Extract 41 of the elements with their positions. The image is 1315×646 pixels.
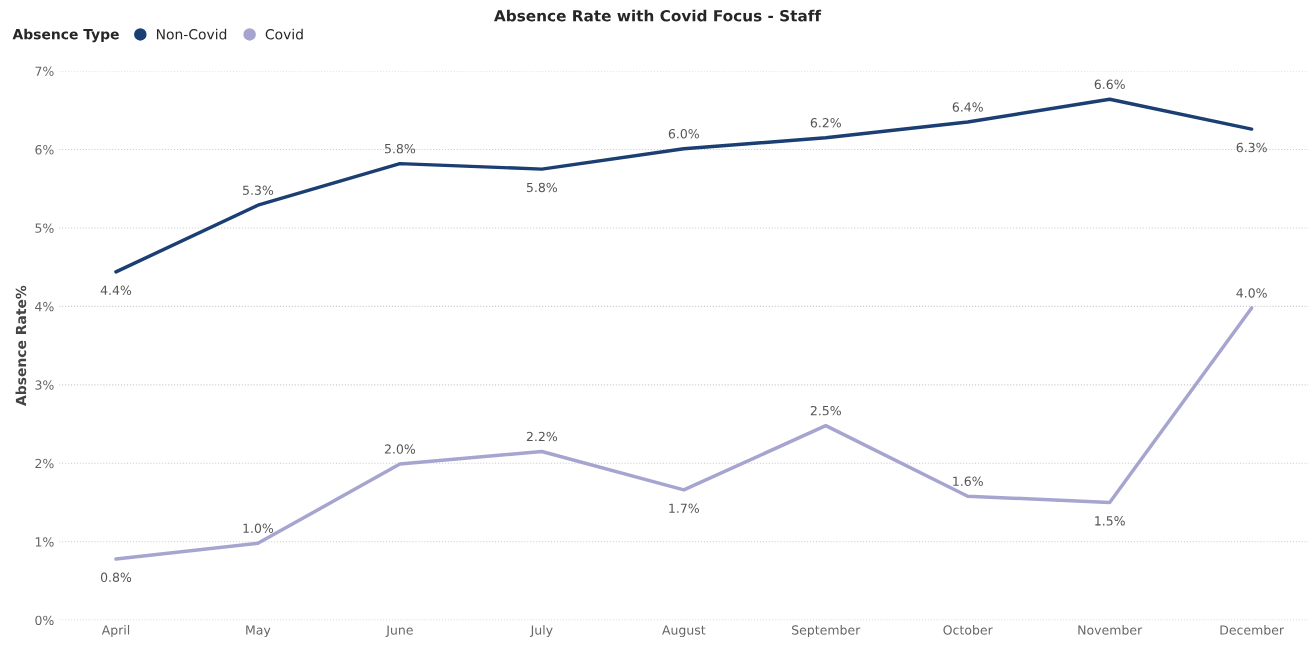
data-label: 6.2% xyxy=(810,118,841,128)
legend-label: Covid xyxy=(265,28,303,40)
data-label: 6.3% xyxy=(1236,142,1267,153)
y-axis-title: Absence Rate% xyxy=(15,285,27,406)
y-tick-label: 5% xyxy=(35,223,54,233)
data-label: 5.8% xyxy=(384,143,416,154)
chart-title: Absence Rate with Covid Focus - Staff xyxy=(494,9,822,22)
x-tick-label: August xyxy=(662,625,706,638)
data-label: 0.8% xyxy=(100,572,132,583)
data-label: 4.0% xyxy=(1236,288,1267,298)
x-tick-label: November xyxy=(1078,625,1143,635)
data-label: 1.5% xyxy=(1095,516,1125,526)
y-tick-label: 7% xyxy=(35,66,54,76)
legend-label: Non-Covid xyxy=(156,28,227,40)
data-label: 1.0% xyxy=(243,523,274,534)
x-tick-label: April xyxy=(101,625,130,638)
data-label: 6.6% xyxy=(1094,79,1125,90)
data-label: 1.6% xyxy=(953,476,983,486)
x-tick-label: July xyxy=(529,625,553,638)
y-tick-label: 1% xyxy=(35,537,54,547)
x-tick-label: October xyxy=(943,625,993,635)
data-label: 4.4% xyxy=(100,285,132,295)
legend-title: Absence Type xyxy=(12,28,119,43)
x-tick-label: June xyxy=(385,625,413,638)
data-label: 2.5% xyxy=(810,405,841,416)
data-label: 5.8% xyxy=(526,182,558,193)
data-label: 2.0% xyxy=(384,444,416,454)
x-tick-label: December xyxy=(1220,625,1285,635)
data-label: 6.4% xyxy=(952,102,983,112)
data-label: 5.3% xyxy=(243,185,274,195)
y-tick-label: 0% xyxy=(35,615,54,626)
y-tick-label: 6% xyxy=(35,144,54,155)
data-label: 1.7% xyxy=(669,503,699,514)
data-label: 2.2% xyxy=(526,431,558,442)
x-tick-label: May xyxy=(246,625,271,638)
y-tick-label: 3% xyxy=(35,380,54,390)
line-series xyxy=(114,306,1254,561)
y-tick-label: 2% xyxy=(35,458,54,469)
data-label: 6.0% xyxy=(668,129,699,139)
x-tick-label: September xyxy=(792,625,861,638)
y-tick-label: 4% xyxy=(35,301,54,312)
